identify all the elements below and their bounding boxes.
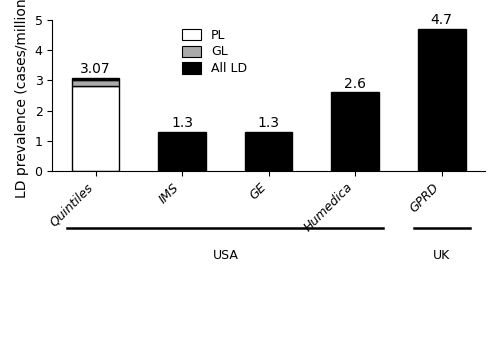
Bar xyxy=(72,80,120,86)
Legend: PL, GL, All LD: PL, GL, All LD xyxy=(180,26,250,78)
Bar xyxy=(72,78,120,80)
Text: 1.3: 1.3 xyxy=(258,116,280,130)
Bar xyxy=(72,86,120,171)
Text: 4.7: 4.7 xyxy=(431,13,452,27)
Text: 1.3: 1.3 xyxy=(171,116,193,130)
Text: 3.07: 3.07 xyxy=(80,63,111,76)
Bar xyxy=(158,132,206,171)
Text: 2.6: 2.6 xyxy=(344,77,366,90)
Text: UK: UK xyxy=(433,249,450,262)
Bar xyxy=(245,132,292,171)
Y-axis label: LD prevalence (cases/million): LD prevalence (cases/million) xyxy=(15,0,29,198)
Text: USA: USA xyxy=(212,249,238,262)
Bar xyxy=(332,92,379,171)
Bar xyxy=(418,29,466,171)
